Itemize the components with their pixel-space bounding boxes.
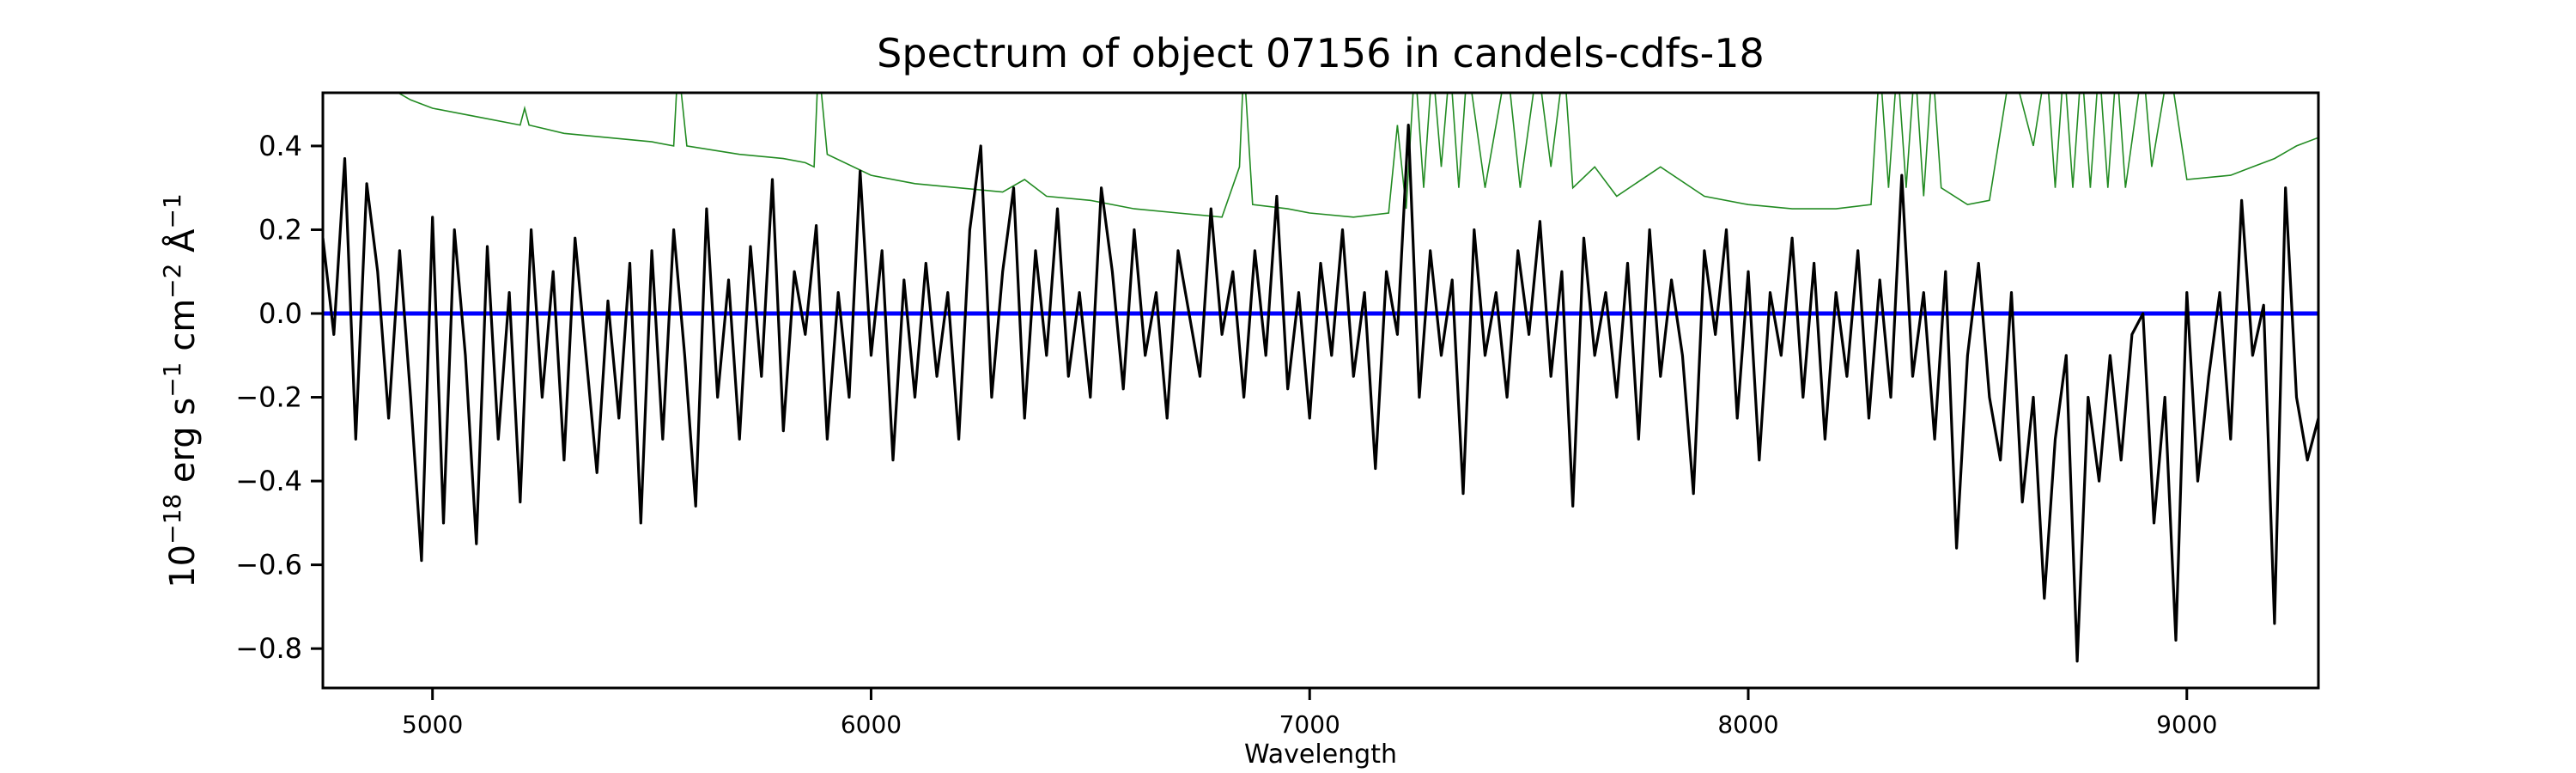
y-axis-label: 10−18 erg s−1 cm−2 Å−1 — [158, 193, 203, 588]
axes-frame — [321, 91, 2320, 690]
x-axis: 5000 6000 7000 8000 9000 — [402, 688, 2217, 739]
contamination-line — [397, 93, 2318, 218]
x-tick-label: 6000 — [841, 710, 902, 739]
y-tick-label: −0.6 — [235, 549, 302, 581]
y-tick-label: 0.0 — [258, 297, 302, 330]
y-tick-label: −0.2 — [235, 381, 302, 414]
chart-title: Spectrum of object 07156 in candels-cdfs… — [877, 30, 1765, 76]
plot-area — [323, 93, 2318, 663]
y-tick-label: 0.4 — [258, 130, 302, 162]
y-tick-label: −0.8 — [235, 632, 302, 665]
y-tick-label: −0.4 — [235, 465, 302, 497]
y-tick-label: 0.2 — [258, 213, 302, 246]
x-tick-label: 5000 — [402, 710, 463, 739]
y-axis: 0.4 0.2 0.0 −0.2 −0.4 −0.6 −0.8 — [235, 130, 323, 665]
flux-line — [323, 124, 2318, 663]
x-tick-label: 8000 — [1717, 710, 1778, 739]
x-tick-label: 7000 — [1279, 710, 1340, 739]
x-tick-label: 9000 — [2156, 710, 2217, 739]
x-axis-label: Wavelength — [1244, 740, 1397, 770]
